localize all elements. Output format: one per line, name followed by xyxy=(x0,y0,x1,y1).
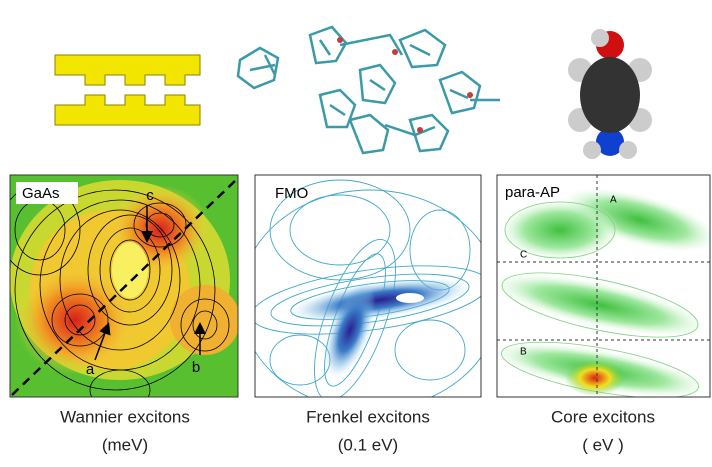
caption: Core excitons xyxy=(551,407,655,426)
caption: Wannier excitons xyxy=(60,407,190,426)
annotation: b xyxy=(192,359,200,376)
panel-label: para-AP xyxy=(505,184,560,201)
core-map xyxy=(497,175,710,397)
molecule-complex xyxy=(236,25,500,155)
annotation: B xyxy=(520,347,527,358)
frenkel-map xyxy=(255,175,481,397)
aminophenol-model xyxy=(568,29,652,159)
panel-frame xyxy=(496,174,711,398)
wannier-map xyxy=(10,175,238,397)
annotation: A xyxy=(610,195,617,206)
panel-frame xyxy=(254,174,482,398)
label-box xyxy=(16,182,78,204)
panel-label: GaAs xyxy=(22,185,60,202)
panel-frame xyxy=(9,174,239,398)
annotation: c xyxy=(146,187,154,204)
caption-units: ( eV ) xyxy=(582,435,624,454)
caption: Frenkel excitons xyxy=(306,407,430,426)
layer-icon xyxy=(54,54,201,126)
panel-label: FMO xyxy=(275,185,308,202)
caption-units: (0.1 eV) xyxy=(338,435,398,454)
annotation: C xyxy=(520,250,527,261)
annotation: a xyxy=(86,361,95,378)
caption-units: (meV) xyxy=(102,435,148,454)
